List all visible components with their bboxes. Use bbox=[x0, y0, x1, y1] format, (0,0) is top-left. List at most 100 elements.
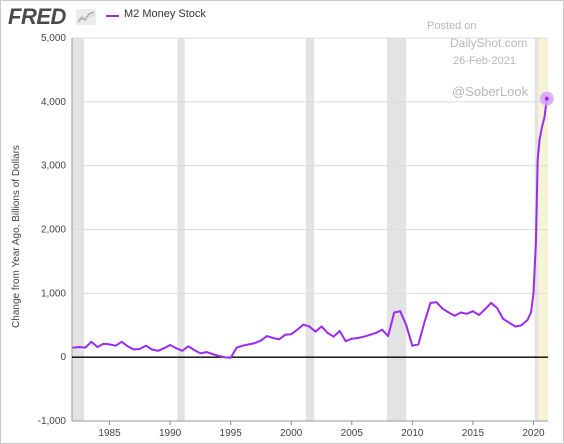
data-point bbox=[90, 340, 93, 343]
data-point bbox=[362, 335, 365, 338]
data-point bbox=[538, 139, 541, 142]
data-point bbox=[260, 339, 262, 342]
data-point bbox=[381, 328, 383, 331]
data-point bbox=[266, 335, 268, 338]
data-point bbox=[387, 335, 390, 338]
data-point bbox=[508, 321, 511, 324]
data-point bbox=[320, 325, 323, 328]
data-point bbox=[459, 311, 462, 314]
data-point bbox=[114, 344, 117, 347]
data-point bbox=[502, 317, 505, 320]
data-point bbox=[326, 332, 329, 334]
y-tick-label: 1,000 bbox=[41, 288, 66, 299]
data-point bbox=[490, 302, 492, 304]
watermark-posted: Posted on bbox=[427, 20, 477, 32]
data-point bbox=[411, 344, 414, 347]
data-point bbox=[187, 345, 190, 348]
y-tick-label: 3,000 bbox=[41, 161, 66, 172]
x-tick-label: 1990 bbox=[159, 428, 182, 439]
data-point bbox=[435, 301, 438, 304]
data-point bbox=[108, 343, 111, 346]
watermark-site: DailyShot.com bbox=[450, 36, 528, 50]
data-point bbox=[405, 324, 408, 327]
data-point bbox=[278, 338, 281, 341]
data-point bbox=[530, 311, 532, 314]
data-point bbox=[284, 333, 287, 336]
y-tick-label: 2,000 bbox=[41, 225, 66, 236]
x-tick-label: 2000 bbox=[280, 428, 303, 439]
legend-label[interactable]: M2 Money Stock bbox=[124, 8, 206, 20]
data-point bbox=[536, 158, 539, 161]
data-point bbox=[193, 349, 196, 352]
legend-swatch bbox=[106, 15, 119, 17]
data-point bbox=[217, 354, 220, 357]
data-point bbox=[205, 351, 208, 353]
data-point bbox=[157, 349, 159, 352]
y-tick-label: 4,000 bbox=[41, 97, 66, 108]
trend-line-icon bbox=[76, 9, 96, 25]
data-point bbox=[102, 342, 105, 345]
data-point bbox=[84, 346, 87, 349]
x-tick-label: 2020 bbox=[522, 428, 545, 439]
data-point bbox=[441, 307, 444, 310]
data-point bbox=[120, 340, 123, 343]
data-point bbox=[423, 321, 426, 323]
y-tick-label: -1,000 bbox=[38, 416, 67, 427]
data-point bbox=[151, 348, 153, 351]
data-point bbox=[375, 332, 377, 334]
data-point bbox=[429, 302, 432, 304]
data-point bbox=[302, 323, 305, 326]
data-point bbox=[144, 344, 147, 347]
data-point bbox=[496, 307, 499, 309]
data-point bbox=[163, 347, 165, 350]
watermark-handle: @SoberLook bbox=[452, 84, 529, 99]
y-tick-label: 0 bbox=[60, 352, 66, 363]
data-point bbox=[393, 311, 396, 314]
data-point bbox=[181, 349, 184, 352]
data-point bbox=[229, 356, 232, 359]
data-point bbox=[344, 340, 347, 343]
data-point bbox=[169, 344, 172, 346]
y-tick-label: 5,000 bbox=[41, 33, 66, 44]
chart-header: FRED M2 Money Stock bbox=[8, 4, 548, 29]
data-point bbox=[478, 314, 480, 316]
data-point bbox=[453, 314, 456, 317]
data-point bbox=[132, 348, 135, 351]
data-point bbox=[544, 107, 547, 110]
data-point bbox=[96, 346, 99, 348]
data-point bbox=[520, 324, 523, 327]
data-point bbox=[526, 319, 529, 322]
data-point bbox=[308, 325, 311, 328]
data-point bbox=[272, 337, 274, 339]
latest-value-dot bbox=[544, 96, 549, 101]
data-point bbox=[296, 328, 299, 331]
data-point bbox=[541, 126, 543, 129]
data-point bbox=[211, 353, 214, 355]
data-point bbox=[332, 335, 335, 338]
data-point bbox=[241, 344, 244, 347]
data-point bbox=[72, 346, 75, 349]
data-point bbox=[338, 330, 341, 332]
data-point bbox=[247, 343, 250, 346]
data-point bbox=[399, 310, 402, 313]
data-point bbox=[417, 343, 420, 346]
data-point bbox=[356, 337, 359, 339]
data-point bbox=[534, 241, 537, 244]
data-point bbox=[253, 342, 256, 345]
data-point bbox=[484, 308, 486, 311]
x-tick-label: 2005 bbox=[341, 428, 364, 439]
x-tick-label: 2015 bbox=[462, 428, 485, 439]
data-point bbox=[78, 346, 81, 348]
data-point bbox=[532, 292, 535, 295]
x-tick-label: 1985 bbox=[98, 428, 121, 439]
data-point bbox=[235, 346, 238, 349]
data-point bbox=[465, 312, 468, 315]
data-point bbox=[447, 311, 450, 314]
fred-logo[interactable]: FRED bbox=[8, 4, 66, 29]
data-point bbox=[126, 345, 129, 348]
data-point bbox=[472, 310, 474, 313]
data-point bbox=[290, 333, 293, 336]
data-point bbox=[314, 330, 317, 333]
